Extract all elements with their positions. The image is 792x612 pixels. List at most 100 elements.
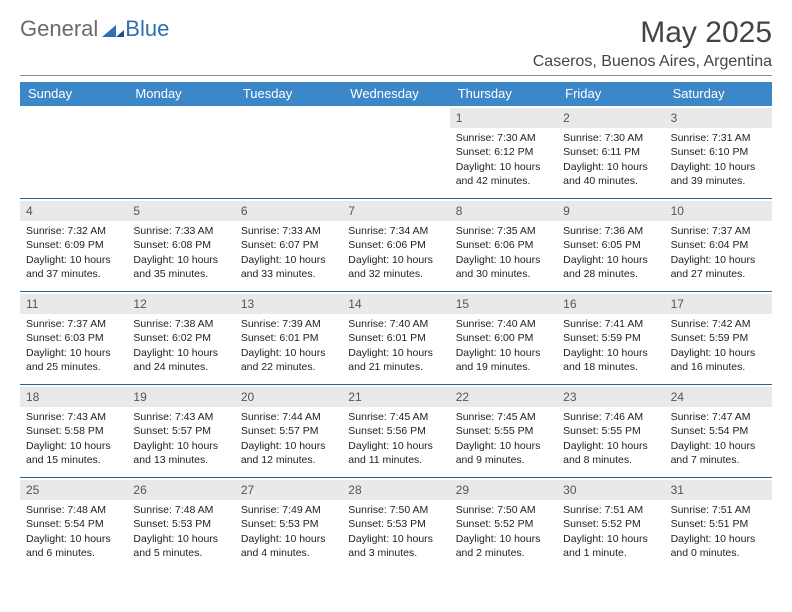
day-cell: 9Sunrise: 7:36 AMSunset: 6:05 PMDaylight… — [557, 199, 664, 291]
day-cell: 24Sunrise: 7:47 AMSunset: 5:54 PMDayligh… — [665, 385, 772, 477]
sunset-text: Sunset: 6:10 PM — [671, 145, 766, 159]
daylight-text: Daylight: 10 hours and 32 minutes. — [348, 253, 443, 281]
sunrise-text: Sunrise: 7:38 AM — [133, 317, 228, 331]
day-cell: 15Sunrise: 7:40 AMSunset: 6:00 PMDayligh… — [450, 292, 557, 384]
weekday-header: Sunday — [20, 82, 127, 106]
sunset-text: Sunset: 6:11 PM — [563, 145, 658, 159]
sunrise-text: Sunrise: 7:32 AM — [26, 224, 121, 238]
weekday-header: Monday — [127, 82, 234, 106]
day-cell: 19Sunrise: 7:43 AMSunset: 5:57 PMDayligh… — [127, 385, 234, 477]
sunset-text: Sunset: 5:53 PM — [348, 517, 443, 531]
sunset-text: Sunset: 5:53 PM — [241, 517, 336, 531]
sunrise-text: Sunrise: 7:50 AM — [456, 503, 551, 517]
sunrise-text: Sunrise: 7:45 AM — [456, 410, 551, 424]
weekday-header: Wednesday — [342, 82, 449, 106]
day-number: 30 — [557, 480, 664, 500]
day-cell: 20Sunrise: 7:44 AMSunset: 5:57 PMDayligh… — [235, 385, 342, 477]
day-cell: 14Sunrise: 7:40 AMSunset: 6:01 PMDayligh… — [342, 292, 449, 384]
logo-word-2: Blue — [125, 16, 169, 42]
sunset-text: Sunset: 5:54 PM — [671, 424, 766, 438]
sunset-text: Sunset: 5:55 PM — [563, 424, 658, 438]
daylight-text: Daylight: 10 hours and 12 minutes. — [241, 439, 336, 467]
sunrise-text: Sunrise: 7:43 AM — [26, 410, 121, 424]
weekday-header: Tuesday — [235, 82, 342, 106]
day-number: 17 — [665, 294, 772, 314]
day-cell: 1Sunrise: 7:30 AMSunset: 6:12 PMDaylight… — [450, 106, 557, 198]
sunrise-text: Sunrise: 7:39 AM — [241, 317, 336, 331]
day-cell: 7Sunrise: 7:34 AMSunset: 6:06 PMDaylight… — [342, 199, 449, 291]
daylight-text: Daylight: 10 hours and 4 minutes. — [241, 532, 336, 560]
day-cell: 6Sunrise: 7:33 AMSunset: 6:07 PMDaylight… — [235, 199, 342, 291]
day-number: 11 — [20, 294, 127, 314]
sunrise-text: Sunrise: 7:51 AM — [671, 503, 766, 517]
logo-word-1: General — [20, 16, 98, 42]
sunset-text: Sunset: 5:59 PM — [563, 331, 658, 345]
sunset-text: Sunset: 6:01 PM — [241, 331, 336, 345]
sunset-text: Sunset: 5:52 PM — [563, 517, 658, 531]
daylight-text: Daylight: 10 hours and 0 minutes. — [671, 532, 766, 560]
day-cell: 28Sunrise: 7:50 AMSunset: 5:53 PMDayligh… — [342, 478, 449, 570]
daylight-text: Daylight: 10 hours and 7 minutes. — [671, 439, 766, 467]
daylight-text: Daylight: 10 hours and 16 minutes. — [671, 346, 766, 374]
day-cell: 31Sunrise: 7:51 AMSunset: 5:51 PMDayligh… — [665, 478, 772, 570]
sunset-text: Sunset: 5:51 PM — [671, 517, 766, 531]
day-number: 25 — [20, 480, 127, 500]
daylight-text: Daylight: 10 hours and 28 minutes. — [563, 253, 658, 281]
day-cell: 16 Sunrise: 7:41 AMSunset: 5:59 PMDayligh… — [557, 292, 664, 384]
calendar-header-row: SundayMondayTuesdayWednesdayThursdayFrid… — [20, 82, 772, 106]
daylight-text: Daylight: 10 hours and 9 minutes. — [456, 439, 551, 467]
sunrise-text: Sunrise: 7:36 AM — [563, 224, 658, 238]
weekday-header: Thursday — [450, 82, 557, 106]
sunrise-text: Sunrise: 7:40 AM — [348, 317, 443, 331]
day-number: 4 — [20, 201, 127, 221]
daylight-text: Daylight: 10 hours and 5 minutes. — [133, 532, 228, 560]
sunset-text: Sunset: 5:58 PM — [26, 424, 121, 438]
day-number: 18 — [20, 387, 127, 407]
day-number: 16 — [557, 294, 664, 314]
sunset-text: Sunset: 5:57 PM — [241, 424, 336, 438]
sunrise-text: Sunrise: 7:37 AM — [671, 224, 766, 238]
day-cell: 26Sunrise: 7:48 AMSunset: 5:53 PMDayligh… — [127, 478, 234, 570]
day-number: 3 — [665, 108, 772, 128]
daylight-text: Daylight: 10 hours and 18 minutes. — [563, 346, 658, 374]
daylight-text: Daylight: 10 hours and 42 minutes. — [456, 160, 551, 188]
day-number: 12 — [127, 294, 234, 314]
day-cell: 30Sunrise: 7:51 AMSunset: 5:52 PMDayligh… — [557, 478, 664, 570]
sunrise-text: Sunrise: 7:30 AM — [563, 131, 658, 145]
day-number: 10 — [665, 201, 772, 221]
sunset-text: Sunset: 5:56 PM — [348, 424, 443, 438]
daylight-text: Daylight: 10 hours and 33 minutes. — [241, 253, 336, 281]
blank-cell — [20, 106, 127, 198]
sunset-text: Sunset: 5:55 PM — [456, 424, 551, 438]
day-number: 29 — [450, 480, 557, 500]
sunset-text: Sunset: 6:06 PM — [456, 238, 551, 252]
daylight-text: Daylight: 10 hours and 11 minutes. — [348, 439, 443, 467]
day-number: 7 — [342, 201, 449, 221]
sunset-text: Sunset: 5:53 PM — [133, 517, 228, 531]
day-cell: 29Sunrise: 7:50 AMSunset: 5:52 PMDayligh… — [450, 478, 557, 570]
sunrise-text: Sunrise: 7:41 AM — [563, 317, 658, 331]
day-cell: 8Sunrise: 7:35 AMSunset: 6:06 PMDaylight… — [450, 199, 557, 291]
day-number: 21 — [342, 387, 449, 407]
sunset-text: Sunset: 6:03 PM — [26, 331, 121, 345]
daylight-text: Daylight: 10 hours and 25 minutes. — [26, 346, 121, 374]
daylight-text: Daylight: 10 hours and 40 minutes. — [563, 160, 658, 188]
day-cell: 21Sunrise: 7:45 AMSunset: 5:56 PMDayligh… — [342, 385, 449, 477]
sunrise-text: Sunrise: 7:30 AM — [456, 131, 551, 145]
sunrise-text: Sunrise: 7:34 AM — [348, 224, 443, 238]
sunset-text: Sunset: 6:01 PM — [348, 331, 443, 345]
daylight-text: Daylight: 10 hours and 21 minutes. — [348, 346, 443, 374]
daylight-text: Daylight: 10 hours and 8 minutes. — [563, 439, 658, 467]
sunset-text: Sunset: 6:00 PM — [456, 331, 551, 345]
sunrise-text: Sunrise: 7:35 AM — [456, 224, 551, 238]
sunrise-text: Sunrise: 7:48 AM — [133, 503, 228, 517]
sunrise-text: Sunrise: 7:48 AM — [26, 503, 121, 517]
daylight-text: Daylight: 10 hours and 39 minutes. — [671, 160, 766, 188]
daylight-text: Daylight: 10 hours and 13 minutes. — [133, 439, 228, 467]
day-number: 15 — [450, 294, 557, 314]
day-cell: 4Sunrise: 7:32 AMSunset: 6:09 PMDaylight… — [20, 199, 127, 291]
day-cell: 25Sunrise: 7:48 AMSunset: 5:54 PMDayligh… — [20, 478, 127, 570]
daylight-text: Daylight: 10 hours and 1 minute. — [563, 532, 658, 560]
daylight-text: Daylight: 10 hours and 27 minutes. — [671, 253, 766, 281]
day-number: 27 — [235, 480, 342, 500]
